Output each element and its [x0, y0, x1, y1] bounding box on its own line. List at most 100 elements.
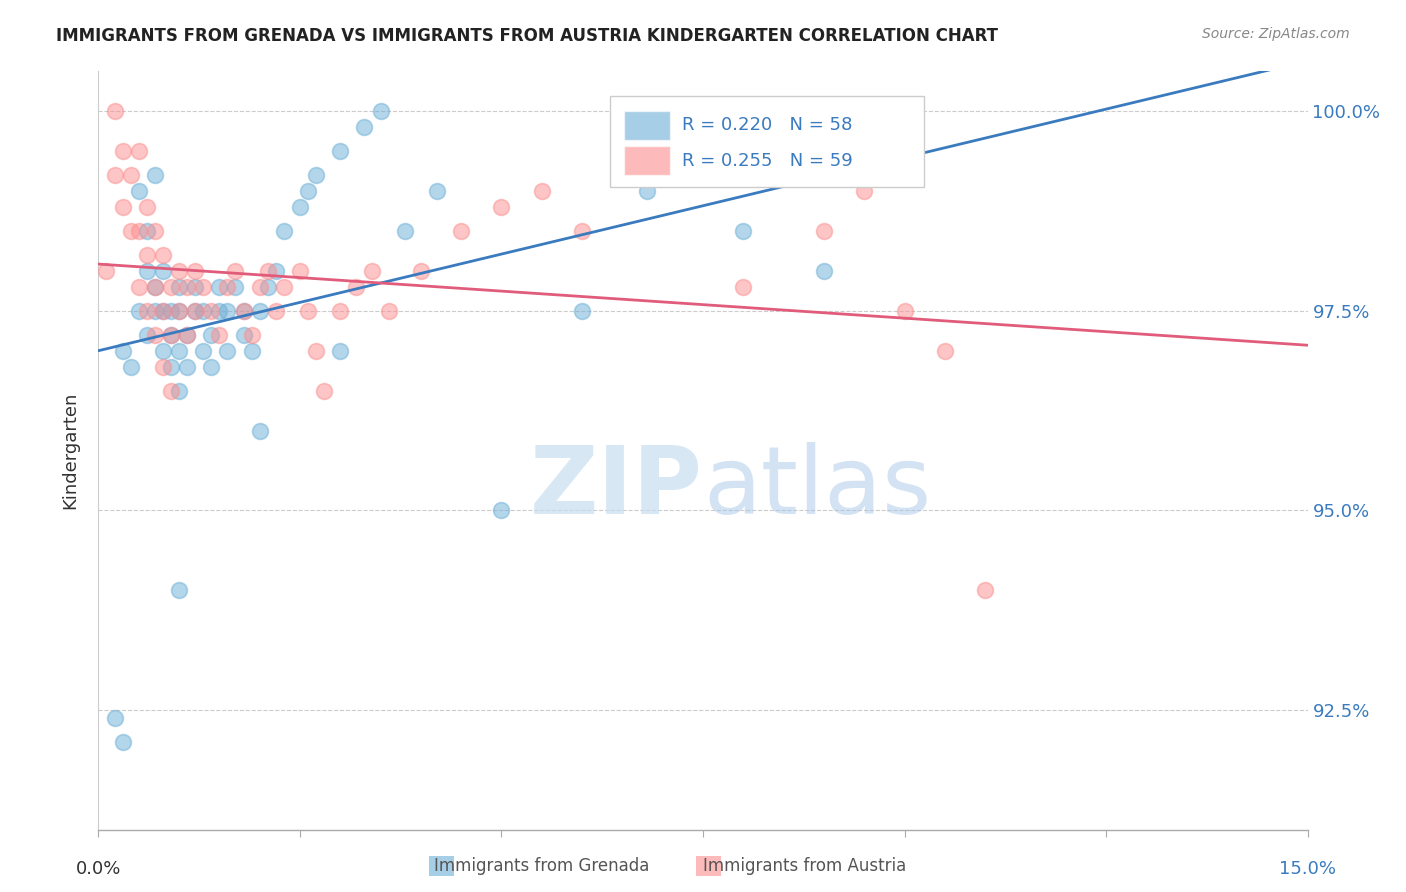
Point: [120, 168, 142, 182]
Text: 0.0%: 0.0%: [76, 860, 121, 878]
Point: [176, 359, 198, 374]
Point: [329, 303, 352, 318]
Point: [167, 303, 190, 318]
Point: [152, 303, 174, 318]
Point: [353, 120, 375, 135]
Point: [232, 303, 254, 318]
Point: [184, 264, 207, 278]
Point: [305, 343, 328, 358]
Point: [103, 711, 125, 725]
Text: Source: ZipAtlas.com: Source: ZipAtlas.com: [1202, 27, 1350, 41]
Text: IMMIGRANTS FROM GRENADA VS IMMIGRANTS FROM AUSTRIA KINDERGARTEN CORRELATION CHAR: IMMIGRANTS FROM GRENADA VS IMMIGRANTS FR…: [56, 27, 998, 45]
Point: [273, 224, 295, 238]
Point: [152, 264, 174, 278]
Point: [200, 327, 222, 342]
Point: [143, 168, 166, 182]
Point: [120, 359, 142, 374]
Point: [491, 503, 513, 517]
Point: [273, 280, 295, 294]
Point: [256, 264, 278, 278]
Point: [636, 184, 658, 198]
Point: [135, 264, 157, 278]
Point: [128, 184, 150, 198]
Point: [314, 384, 336, 398]
Text: ZIP: ZIP: [530, 442, 703, 534]
Point: [167, 384, 190, 398]
Point: [217, 303, 239, 318]
Point: [240, 327, 263, 342]
Point: [111, 144, 134, 158]
Point: [103, 104, 125, 119]
Point: [370, 104, 392, 119]
Point: [571, 224, 593, 238]
FancyBboxPatch shape: [624, 111, 671, 139]
Point: [135, 327, 157, 342]
Point: [217, 343, 239, 358]
Point: [530, 184, 553, 198]
Point: [128, 224, 150, 238]
Point: [135, 248, 157, 262]
Point: [193, 343, 215, 358]
Point: [426, 184, 449, 198]
Point: [167, 264, 190, 278]
FancyBboxPatch shape: [624, 146, 671, 175]
Point: [160, 359, 183, 374]
Y-axis label: Kindergarten: Kindergarten: [62, 392, 80, 509]
Point: [143, 280, 166, 294]
Text: R = 0.220   N = 58: R = 0.220 N = 58: [682, 116, 853, 134]
Point: [232, 327, 254, 342]
Point: [200, 359, 222, 374]
Point: [152, 303, 174, 318]
Point: [135, 200, 157, 214]
Point: [135, 224, 157, 238]
Text: Immigrants from Grenada: Immigrants from Grenada: [433, 857, 650, 875]
Point: [96, 264, 118, 278]
Point: [143, 280, 166, 294]
Point: [361, 264, 384, 278]
FancyBboxPatch shape: [610, 96, 924, 187]
Point: [249, 303, 271, 318]
Point: [152, 359, 174, 374]
Point: [491, 200, 513, 214]
Point: [193, 303, 215, 318]
Point: [409, 264, 432, 278]
Point: [974, 583, 997, 598]
Point: [853, 184, 876, 198]
Point: [176, 327, 198, 342]
Point: [103, 168, 125, 182]
Text: atlas: atlas: [703, 442, 931, 534]
Point: [160, 303, 183, 318]
Point: [208, 303, 231, 318]
Point: [651, 168, 673, 182]
Point: [305, 168, 328, 182]
Point: [167, 280, 190, 294]
Point: [394, 224, 416, 238]
Point: [208, 280, 231, 294]
Point: [128, 280, 150, 294]
Point: [167, 303, 190, 318]
Point: [377, 303, 399, 318]
Text: Immigrants from Austria: Immigrants from Austria: [703, 857, 905, 875]
Point: [184, 280, 207, 294]
Point: [329, 343, 352, 358]
Point: [217, 280, 239, 294]
Point: [733, 224, 755, 238]
Point: [329, 144, 352, 158]
Point: [160, 327, 183, 342]
Point: [120, 224, 142, 238]
Point: [813, 224, 835, 238]
Point: [297, 303, 319, 318]
Point: [152, 343, 174, 358]
Point: [264, 264, 287, 278]
Point: [256, 280, 278, 294]
Point: [160, 384, 183, 398]
Point: [111, 735, 134, 749]
Point: [111, 200, 134, 214]
Point: [288, 264, 311, 278]
Point: [193, 280, 215, 294]
Point: [240, 343, 263, 358]
Point: [288, 200, 311, 214]
Point: [224, 264, 246, 278]
Point: [143, 303, 166, 318]
Point: [143, 224, 166, 238]
